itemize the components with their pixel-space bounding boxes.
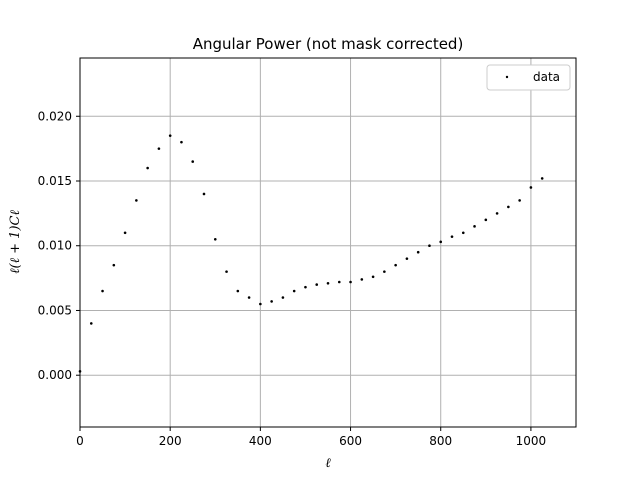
data-point (225, 270, 228, 273)
data-point (304, 285, 307, 289)
data-point (371, 275, 375, 279)
data-point (168, 134, 172, 137)
data-point (315, 283, 319, 286)
x-tick-label: 200 (159, 434, 182, 448)
data-point (337, 280, 341, 284)
legend-box (486, 64, 571, 91)
data-point (112, 263, 116, 267)
data-point (439, 240, 443, 244)
data-point (236, 289, 240, 293)
y-tick-label: 0.020 (38, 109, 72, 123)
data-point (281, 296, 285, 299)
x-tick-label: 600 (339, 434, 362, 448)
data-point (473, 225, 476, 228)
data-point (495, 212, 499, 215)
data-point (101, 289, 104, 293)
data-point (89, 322, 93, 325)
y-tick-label: 0.010 (38, 239, 72, 253)
plot-frame (79, 57, 577, 428)
y-tick-label: 0.015 (38, 174, 72, 188)
data-point (157, 147, 161, 150)
y-tick-label: 0.000 (38, 368, 72, 382)
data-point (270, 300, 273, 303)
x-ticks: 0 200 400 600 800 1000 (76, 427, 546, 448)
grid-layer (79, 58, 576, 427)
data-point (405, 257, 409, 260)
legend-marker (505, 75, 509, 79)
data-point (213, 237, 217, 241)
data-point (202, 192, 206, 196)
data-point (191, 160, 195, 163)
data-point (518, 199, 521, 202)
data-point (326, 281, 330, 285)
x-axis-label: ℓ (325, 456, 331, 471)
data-point (146, 166, 149, 170)
legend: data (486, 64, 571, 91)
data-point (292, 289, 296, 293)
data-point (416, 250, 420, 254)
data-point (428, 244, 431, 248)
y-axis-label: ℓ(ℓ + 1)Cℓ (8, 210, 23, 274)
data-point (123, 231, 127, 235)
y-ticks: 0.000 0.005 0.010 0.015 0.020 (38, 109, 80, 382)
data-point (383, 270, 386, 273)
x-tick-label: 0 (76, 434, 84, 448)
data-point (450, 235, 454, 238)
x-tick-label: 1000 (516, 434, 547, 448)
data-point (394, 263, 397, 267)
data-points (78, 134, 544, 373)
x-tick-label: 400 (249, 434, 272, 448)
data-point (540, 177, 544, 180)
data-point (461, 231, 465, 235)
data-point (180, 140, 183, 144)
chart-title: Angular Power (not mask corrected) (193, 35, 464, 53)
data-point (484, 218, 488, 222)
data-point (360, 278, 364, 281)
y-tick-label: 0.005 (38, 303, 72, 317)
data-point (529, 186, 533, 189)
data-point (247, 296, 251, 299)
data-point (259, 302, 262, 306)
data-point (135, 199, 138, 202)
data-point (349, 280, 352, 284)
data-point (507, 205, 510, 209)
legend-label: data (533, 70, 560, 84)
x-tick-label: 800 (429, 434, 452, 448)
